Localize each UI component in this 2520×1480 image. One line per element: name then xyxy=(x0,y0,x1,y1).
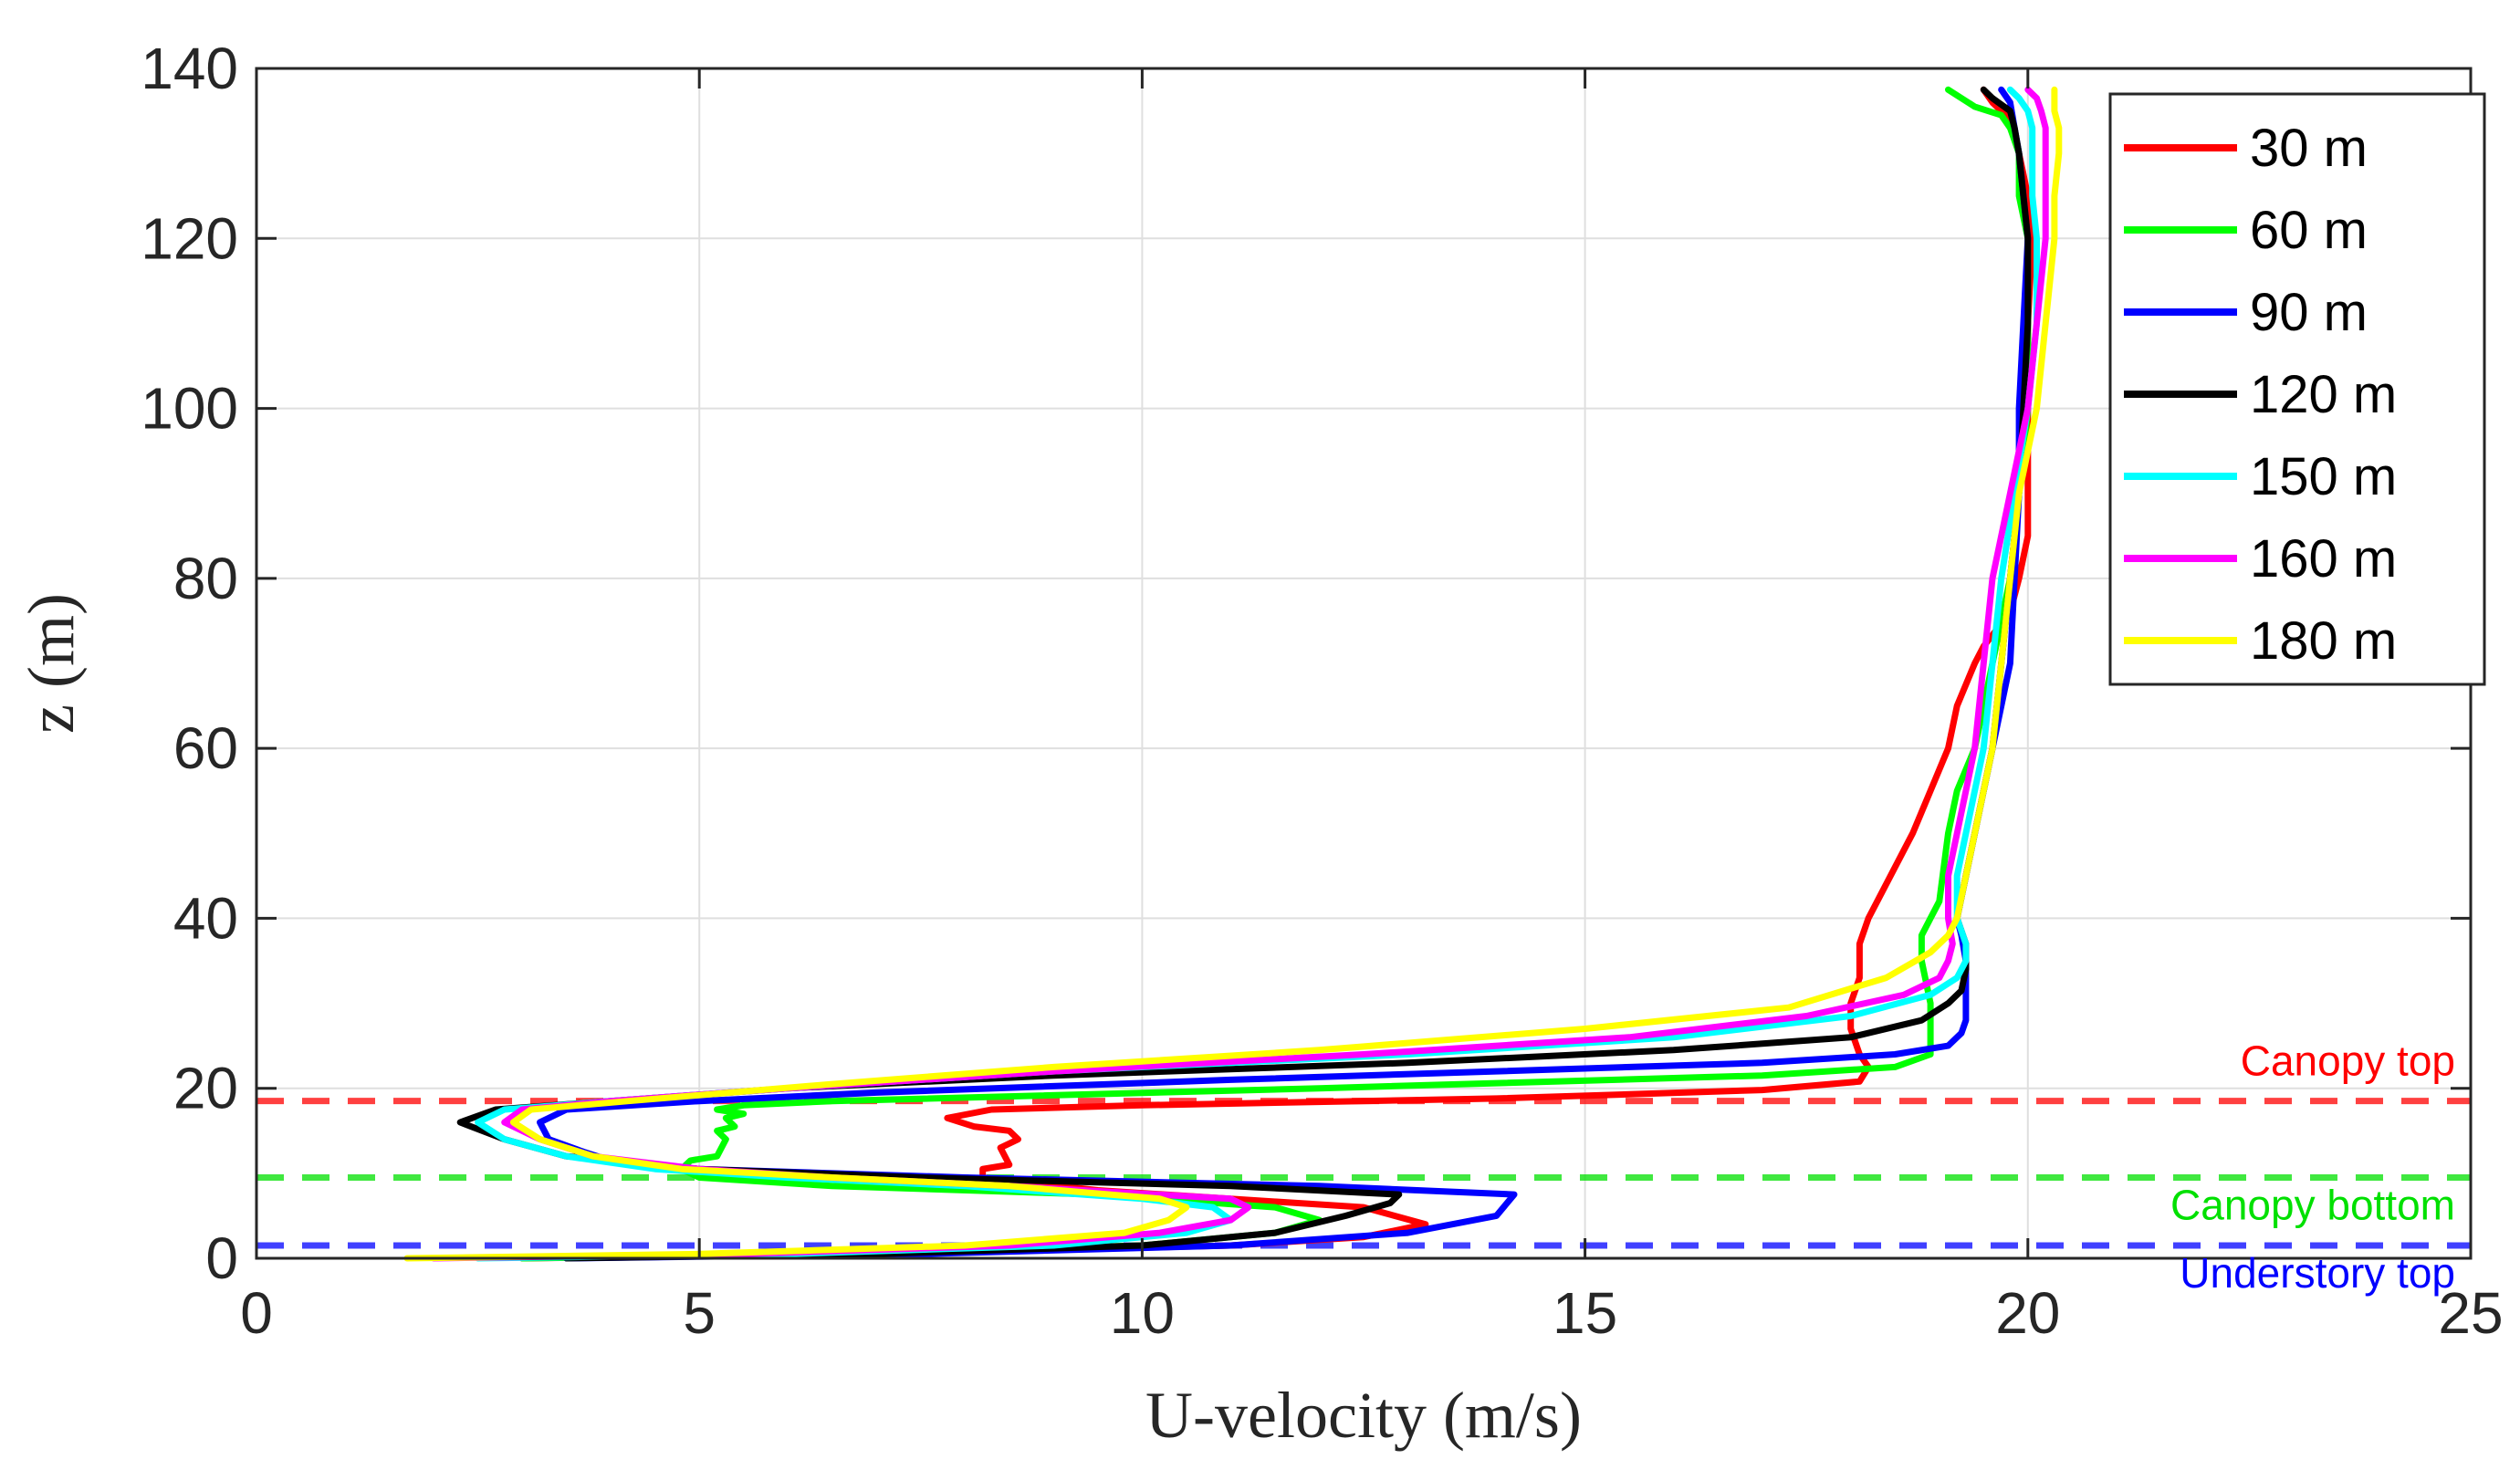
x-tick-label: 0 xyxy=(240,1280,273,1346)
y-axis-label: z (m) xyxy=(15,593,88,734)
y-tick-label: 0 xyxy=(205,1225,238,1291)
x-axis-label: U-velocity (m/s) xyxy=(1145,1379,1582,1452)
x-tick-label: 15 xyxy=(1553,1280,1617,1346)
legend: 30 m 60 m 90 m 120 m 150 m 160 m 180 m xyxy=(2108,92,2486,686)
y-tick-label: 40 xyxy=(173,885,238,951)
x-tick-label: 25 xyxy=(2438,1280,2503,1346)
reference-labels: Canopy top Canopy bottom Understory top xyxy=(2170,1037,2455,1297)
x-tick-label: 20 xyxy=(1995,1280,2060,1346)
y-tick-label: 140 xyxy=(141,36,238,101)
reference-line-label: Understory top xyxy=(2180,1249,2455,1297)
legend-entry-label: 180 m xyxy=(2250,611,2397,671)
y-tick-label: 60 xyxy=(173,715,238,781)
legend-entry-label: 60 m xyxy=(2250,201,2368,260)
grid-layer xyxy=(256,68,2471,1258)
legend-entry-label: 120 m xyxy=(2250,365,2397,424)
y-tick-label: 120 xyxy=(141,205,238,271)
legend-entry-label: 160 m xyxy=(2250,529,2397,589)
x-tick-label: 5 xyxy=(683,1280,716,1346)
series-line xyxy=(456,86,2032,1262)
x-tick-label: 10 xyxy=(1110,1280,1175,1346)
series-layer xyxy=(403,86,2063,1262)
legend-entry-label: 30 m xyxy=(2250,119,2368,178)
reference-line-label: Canopy bottom xyxy=(2170,1182,2455,1229)
legend-entry-label: 90 m xyxy=(2250,283,2368,342)
y-tick-label: 20 xyxy=(173,1056,238,1121)
legend-box xyxy=(2108,92,2486,686)
reference-line-label: Canopy top xyxy=(2241,1037,2455,1085)
y-tick-label: 100 xyxy=(141,376,238,442)
tick-layer: 0 5 10 15 20 25 0 20 40 60 80 100 120 140 xyxy=(141,36,2503,1346)
legend-entry-label: 150 m xyxy=(2250,447,2397,506)
series-line xyxy=(403,86,2063,1262)
y-tick-label: 80 xyxy=(173,546,238,611)
